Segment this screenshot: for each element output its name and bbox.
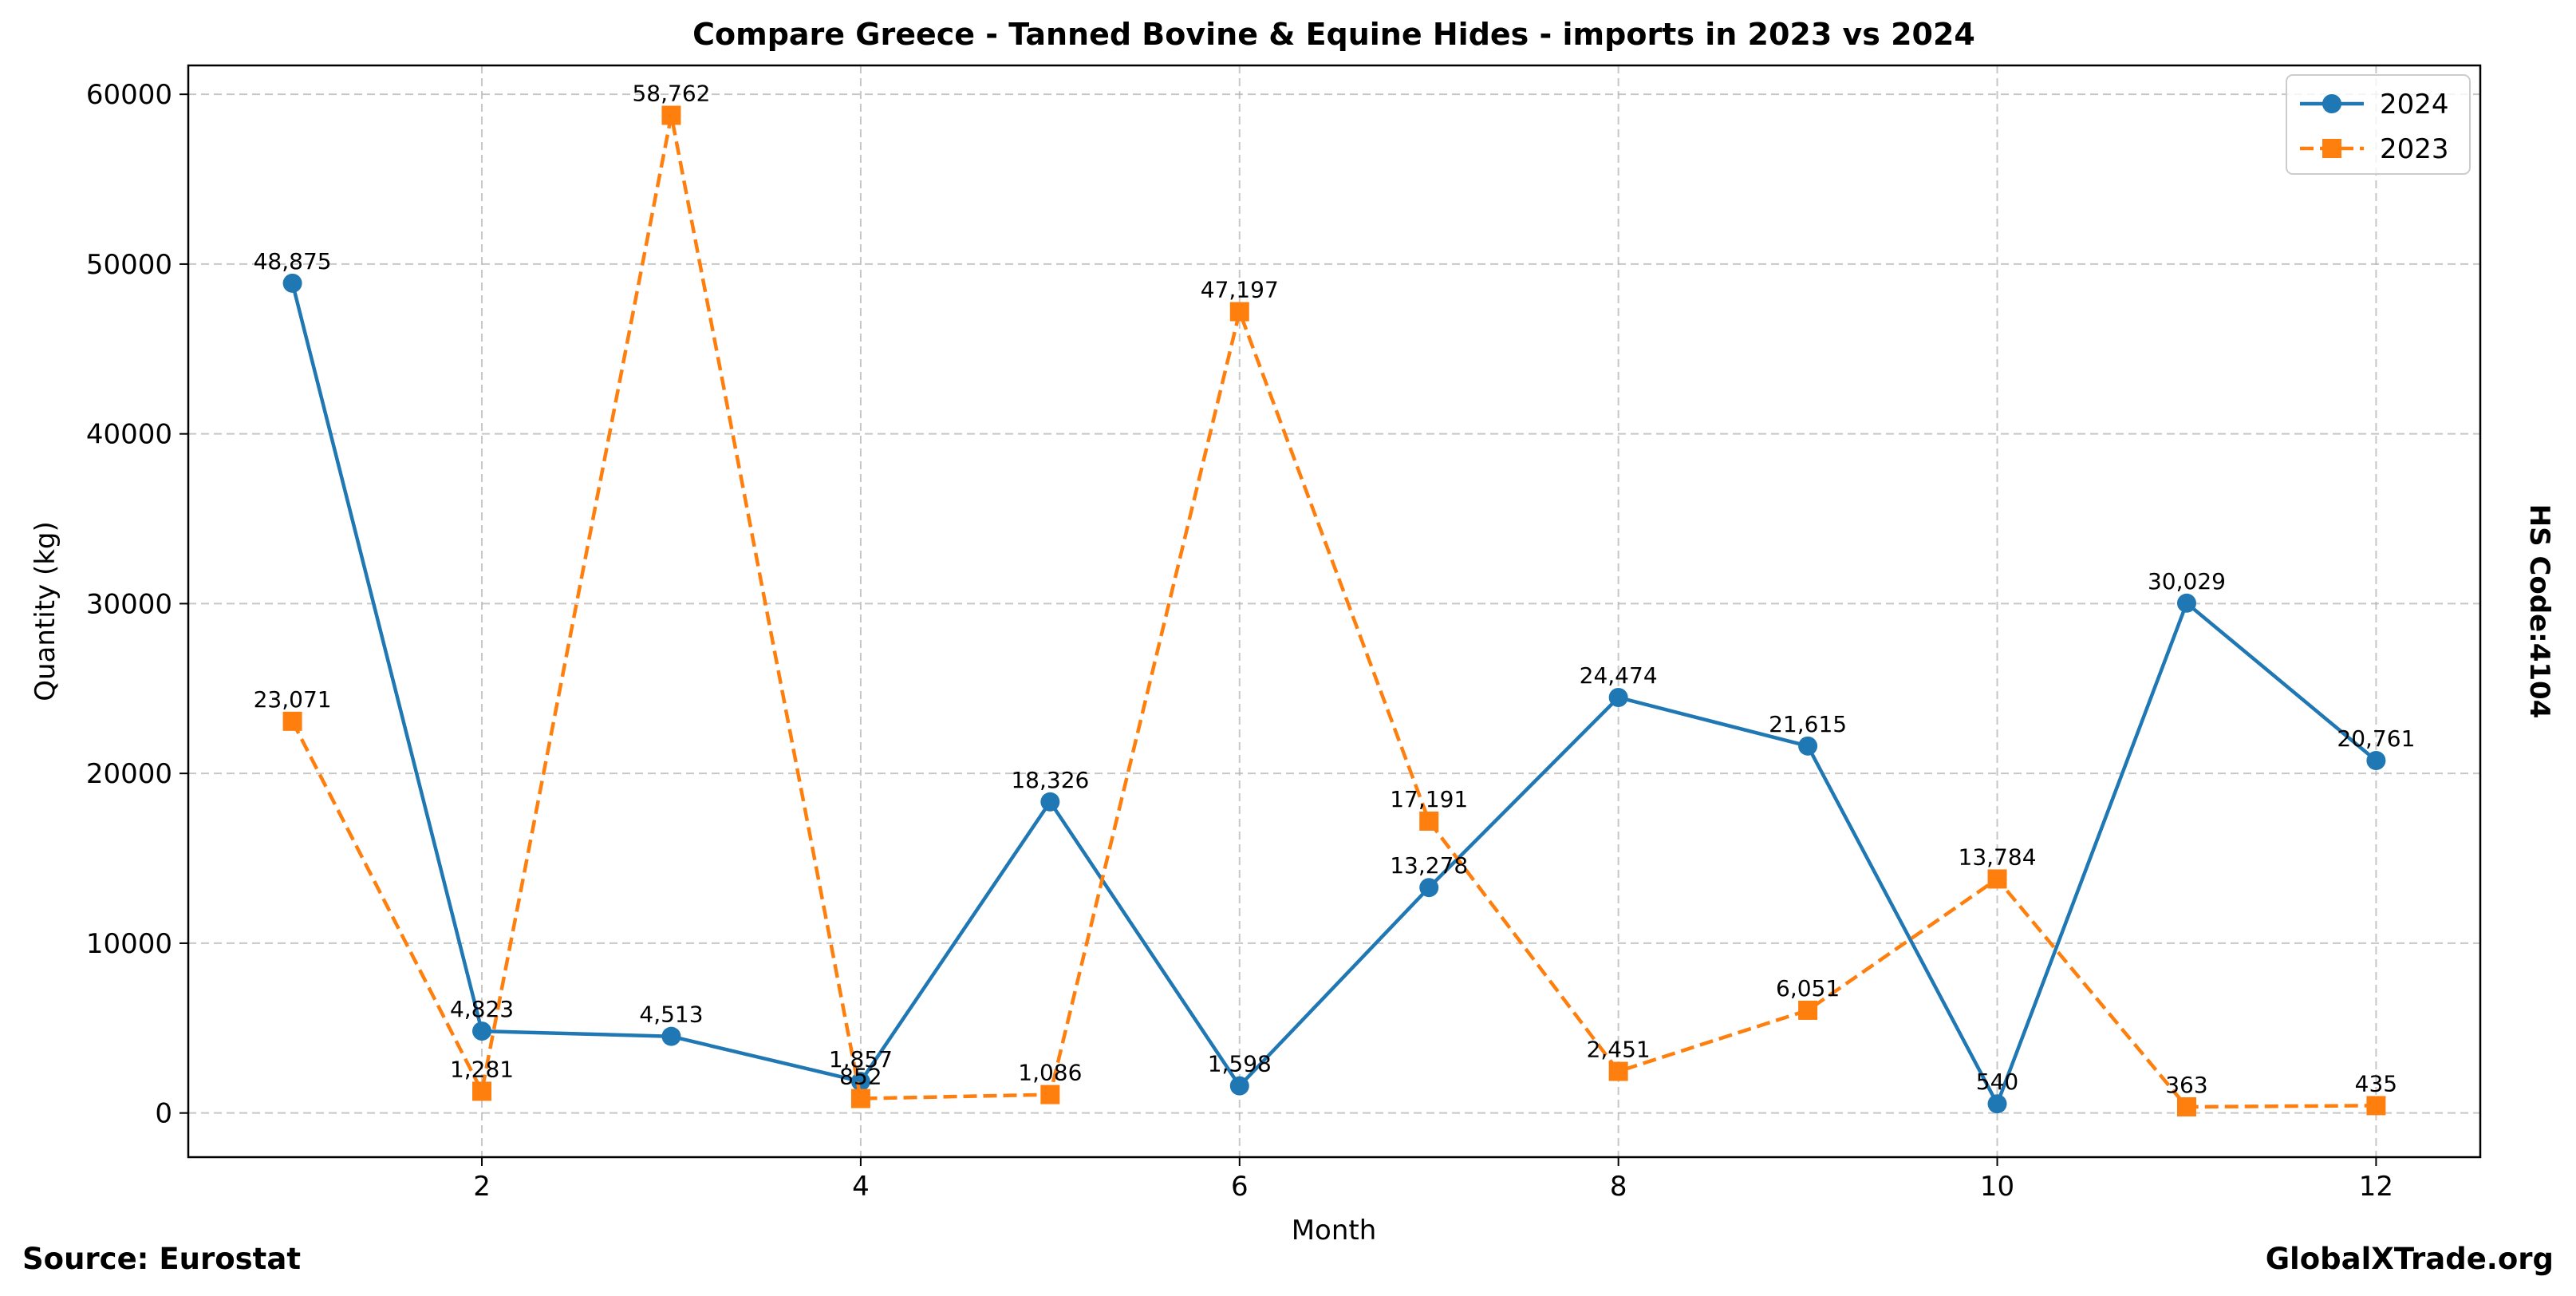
data-point-2023 — [282, 711, 302, 731]
source-credit: Source: Eurostat — [22, 1242, 302, 1276]
y-axis-label: Quantity (kg) — [30, 521, 61, 701]
axes: 2 4 6 8 10 12 0 10000 20000 30000 40000 50000 60000 — [86, 79, 2393, 1203]
series-layer — [282, 105, 2386, 1116]
legend-label-2023: 2023 — [2380, 133, 2449, 165]
data-point-2024 — [282, 273, 302, 293]
data-point-2024 — [1229, 1076, 1249, 1096]
series-line-2024 — [290, 283, 2377, 1106]
data-label-2024: 4,513 — [639, 1002, 703, 1028]
data-label-2023: 363 — [2165, 1072, 2207, 1098]
data-label-2024: 30,029 — [2148, 568, 2226, 595]
data-point-2023 — [1798, 1000, 1818, 1020]
data-point-2023 — [1229, 302, 1249, 322]
x-tick-label: 12 — [2359, 1171, 2393, 1203]
x-tick-label: 6 — [1231, 1171, 1249, 1203]
data-label-2024: 18,326 — [1011, 767, 1089, 793]
data-label-2023: 1,086 — [1018, 1060, 1082, 1086]
data-label-2024: 1,857 — [829, 1046, 893, 1073]
data-point-2023 — [2176, 1096, 2196, 1116]
data-labels: 48,875 4,823 4,513 1,857 18,326 1,598 13,278 24… — [254, 81, 2416, 1098]
legend-label-2024: 2024 — [2380, 89, 2449, 121]
data-point-2023 — [661, 105, 681, 125]
data-label-2024: 4,823 — [450, 996, 514, 1022]
plot-frame — [187, 64, 2482, 1159]
data-point-2024 — [1419, 878, 1439, 898]
data-point-2024 — [661, 1026, 681, 1046]
data-point-2024 — [472, 1021, 492, 1041]
data-point-2024 — [850, 1072, 870, 1092]
x-tick-label: 2 — [473, 1171, 491, 1203]
data-label-2024: 21,615 — [1769, 711, 1847, 737]
data-point-2024 — [2366, 750, 2386, 770]
data-point-2023 — [1608, 1061, 1628, 1081]
data-label-2023: 17,191 — [1390, 786, 1468, 812]
chart-title: Compare Greece - Tanned Bovine & Equine … — [692, 17, 1975, 52]
data-point-2024 — [1798, 736, 1818, 756]
data-label-2024: 48,875 — [254, 248, 332, 275]
data-label-2023: 58,762 — [632, 81, 710, 107]
data-label-2023: 6,051 — [1776, 975, 1840, 1002]
grid-lines — [188, 65, 2480, 1157]
y-tick-label: 10000 — [86, 928, 172, 960]
data-label-2024: 13,278 — [1390, 852, 1468, 879]
series-line-2023 — [290, 113, 2377, 1109]
data-point-2023 — [1040, 1085, 1060, 1104]
data-label-2023: 23,071 — [254, 686, 332, 713]
data-point-2023 — [1987, 869, 2007, 889]
x-axis-label: Month — [1292, 1215, 1377, 1247]
y-tick-label: 50000 — [86, 249, 172, 281]
site-credit: GlobalXTrade.org — [2265, 1242, 2554, 1276]
y-tick-label: 40000 — [86, 419, 172, 451]
data-label-2024: 20,761 — [2337, 725, 2415, 752]
y-tick-label: 20000 — [86, 758, 172, 790]
data-point-2023 — [472, 1081, 492, 1101]
x-tick-label: 10 — [1980, 1171, 2014, 1203]
data-point-2023 — [1419, 811, 1439, 831]
hs-code-label: HS Code:4104 — [2523, 504, 2555, 719]
legend-marker-2024 — [2322, 94, 2341, 113]
data-label-2023: 1,281 — [450, 1056, 514, 1082]
y-tick-label: 60000 — [86, 79, 172, 111]
data-point-2023 — [850, 1089, 870, 1108]
data-point-2024 — [1987, 1094, 2007, 1114]
legend: 2024 2023 — [2286, 74, 2471, 175]
data-label-2023: 435 — [2355, 1070, 2397, 1096]
data-label-2023: 47,197 — [1201, 277, 1279, 303]
x-tick-label: 4 — [852, 1171, 870, 1203]
x-tick-label: 8 — [1610, 1171, 1627, 1203]
y-tick-label: 30000 — [86, 588, 172, 620]
data-point-2024 — [1040, 792, 1060, 812]
data-label-2023: 2,451 — [1587, 1037, 1651, 1063]
y-tick-label: 0 — [155, 1098, 172, 1130]
data-label-2023: 852 — [839, 1064, 882, 1090]
data-label-2024: 1,598 — [1208, 1051, 1272, 1077]
data-point-2024 — [2176, 593, 2196, 613]
data-point-2023 — [2366, 1096, 2386, 1116]
data-label-2023: 13,784 — [1959, 844, 2037, 870]
data-label-2024: 24,474 — [1580, 662, 1658, 689]
data-label-2024: 540 — [1976, 1069, 2018, 1095]
legend-marker-2023 — [2322, 139, 2341, 158]
data-point-2024 — [1608, 687, 1628, 707]
